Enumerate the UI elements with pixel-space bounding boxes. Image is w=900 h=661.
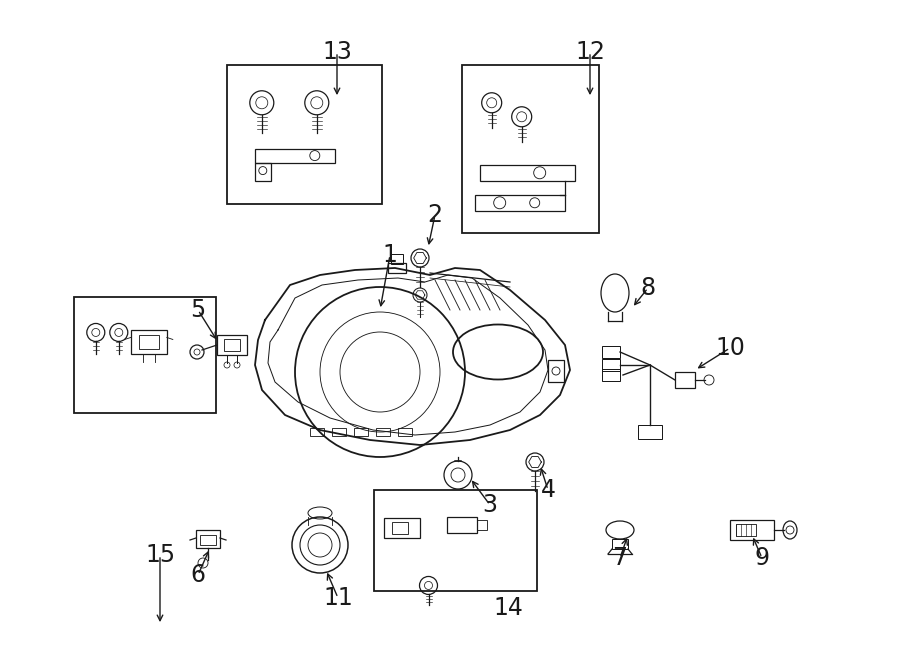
Bar bbox=[548, 360, 564, 382]
Text: 1: 1 bbox=[382, 243, 398, 267]
Text: 5: 5 bbox=[191, 298, 205, 322]
Bar bbox=[391, 254, 403, 264]
Text: 3: 3 bbox=[482, 493, 498, 517]
Text: 4: 4 bbox=[541, 478, 555, 502]
Text: 9: 9 bbox=[754, 546, 770, 570]
Bar bbox=[376, 428, 390, 436]
Bar bbox=[462, 65, 598, 233]
Bar bbox=[392, 522, 408, 535]
Bar bbox=[602, 359, 620, 371]
Bar bbox=[139, 335, 158, 350]
Text: 13: 13 bbox=[322, 40, 352, 64]
Bar bbox=[474, 195, 564, 211]
Bar bbox=[310, 428, 324, 436]
Bar bbox=[388, 263, 406, 273]
Text: 10: 10 bbox=[716, 336, 745, 360]
Bar bbox=[74, 297, 216, 413]
Text: 6: 6 bbox=[191, 563, 205, 587]
Bar bbox=[224, 339, 240, 351]
Bar bbox=[480, 165, 575, 180]
Bar bbox=[602, 346, 620, 358]
Bar bbox=[217, 335, 247, 355]
Bar bbox=[255, 149, 335, 163]
Bar bbox=[476, 520, 487, 531]
Bar bbox=[354, 428, 368, 436]
Bar bbox=[196, 530, 220, 548]
Bar bbox=[398, 428, 412, 436]
Bar bbox=[374, 490, 537, 591]
Text: 7: 7 bbox=[613, 546, 627, 570]
Bar bbox=[730, 520, 774, 540]
Bar bbox=[612, 539, 628, 549]
Text: 14: 14 bbox=[493, 596, 523, 620]
Bar bbox=[255, 163, 271, 180]
Text: 15: 15 bbox=[145, 543, 176, 567]
Bar bbox=[383, 518, 419, 539]
Bar bbox=[638, 425, 662, 439]
Bar bbox=[227, 65, 382, 204]
Text: 11: 11 bbox=[323, 586, 353, 610]
Text: 8: 8 bbox=[641, 276, 655, 300]
Bar bbox=[332, 428, 346, 436]
Text: 2: 2 bbox=[428, 203, 443, 227]
Bar bbox=[736, 524, 756, 536]
Bar bbox=[200, 535, 216, 545]
Bar bbox=[130, 330, 166, 354]
Bar bbox=[675, 372, 695, 388]
Bar bbox=[602, 369, 620, 381]
Text: 12: 12 bbox=[575, 40, 605, 64]
Bar bbox=[446, 518, 476, 533]
